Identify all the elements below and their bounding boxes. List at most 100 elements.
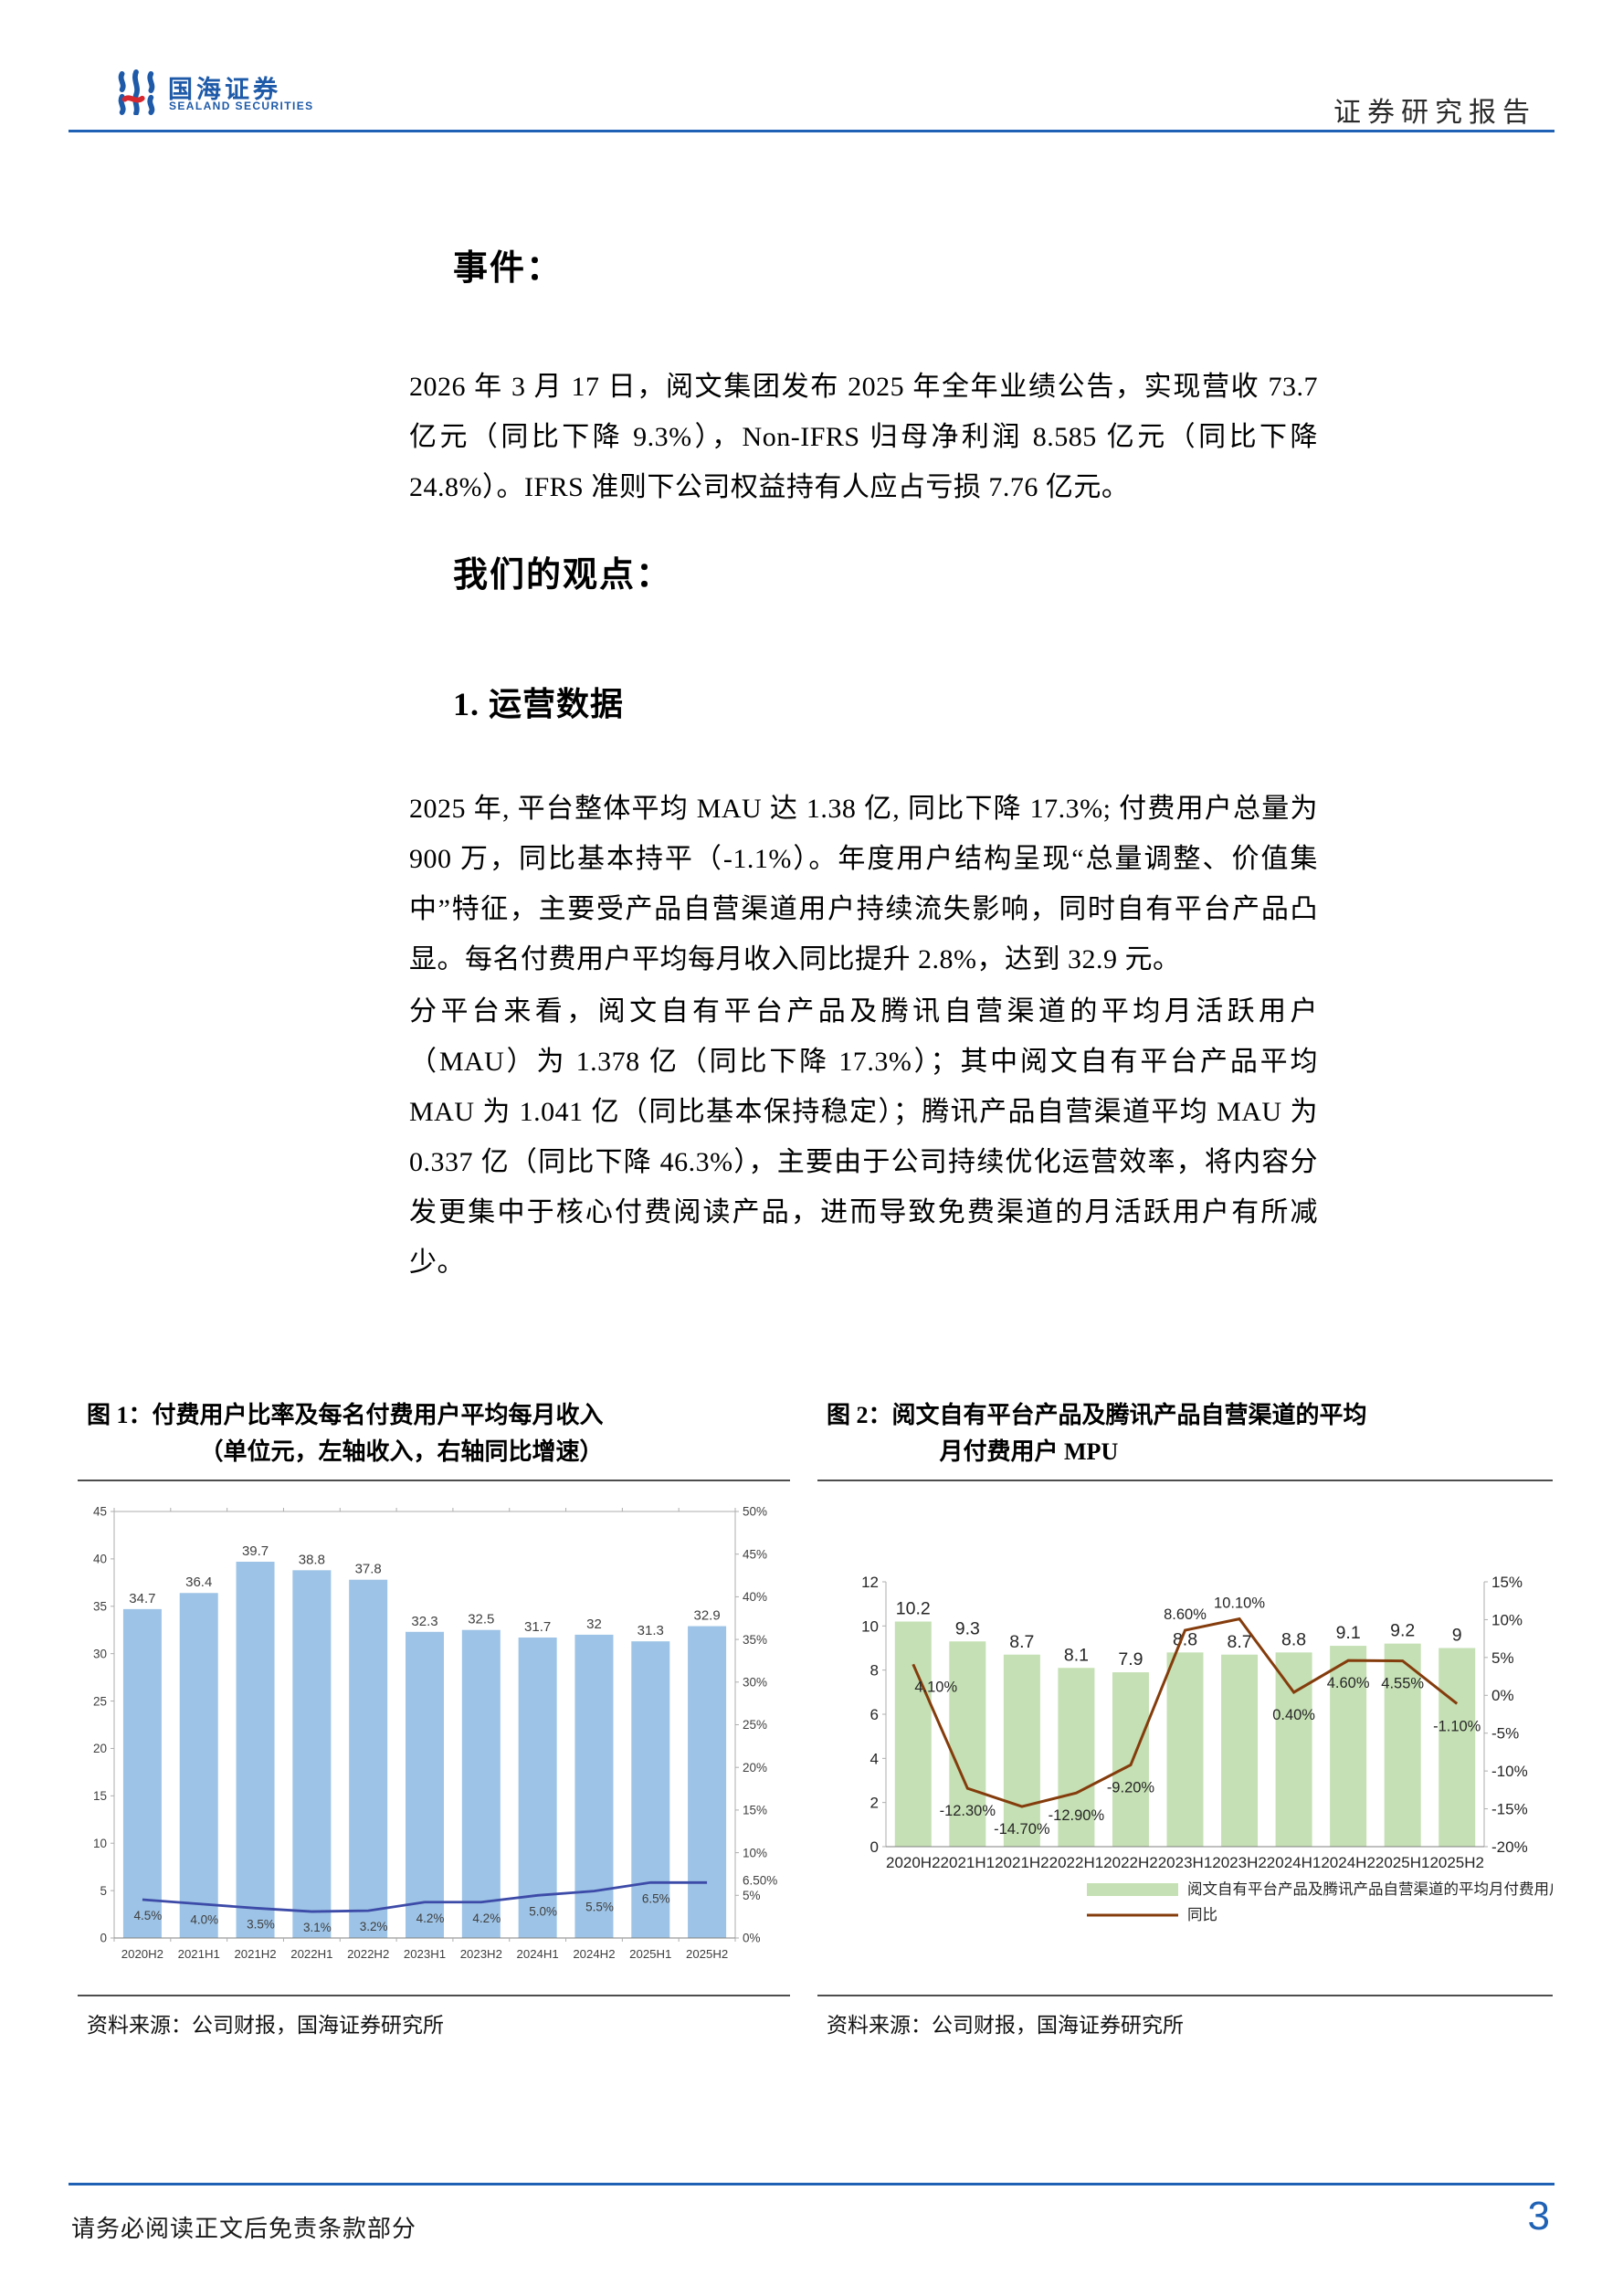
logo-company-name: 国海证券 [168, 76, 281, 103]
figure1-label: 图 1： [87, 1402, 153, 1428]
heading-event: 事件： [453, 249, 564, 288]
figure2-source: 资料来源：公司财报，国海证券研究所 [827, 2014, 1184, 2037]
svg-text:10: 10 [861, 1617, 879, 1635]
svg-text:2022H2: 2022H2 [347, 1947, 389, 1961]
svg-text:4.0%: 4.0% [190, 1913, 218, 1927]
heading-section1: 1. 运营数据 [453, 686, 625, 722]
svg-text:45%: 45% [743, 1547, 767, 1561]
svg-text:8.1: 8.1 [1064, 1645, 1089, 1665]
svg-text:0: 0 [100, 1932, 107, 1945]
svg-text:2023H2: 2023H2 [1212, 1854, 1267, 1871]
svg-text:5.5%: 5.5% [585, 1901, 614, 1914]
figure2-bottom-rule [817, 1995, 1553, 1996]
svg-text:2020H2: 2020H2 [886, 1854, 941, 1871]
svg-text:-10%: -10% [1491, 1763, 1528, 1780]
svg-text:25: 25 [93, 1694, 107, 1708]
svg-text:50%: 50% [743, 1505, 767, 1519]
svg-text:6.50%: 6.50% [743, 1873, 777, 1887]
figure2-chart: 10.29.38.78.1 7.98.8 8.7 8.8 9.1 9.2 902468101… [861, 1574, 1553, 1923]
figure1-title-text: 付费用户比率及每名付费用户平均每月收入 （单位元，左轴收入，右轴同比增速） [152, 1402, 604, 1465]
logo-red-wave [121, 95, 145, 103]
svg-text:4: 4 [870, 1750, 879, 1767]
svg-text:5.0%: 5.0% [529, 1904, 557, 1918]
svg-text:2023H1: 2023H1 [404, 1947, 446, 1961]
svg-text:9.2: 9.2 [1390, 1621, 1415, 1641]
svg-text:32.3: 32.3 [411, 1614, 437, 1629]
svg-text:31.3: 31.3 [638, 1623, 664, 1638]
svg-text:10.10%: 10.10% [1214, 1596, 1265, 1612]
heading-opinion: 我们的观点： [453, 556, 673, 595]
svg-text:同比: 同比 [1187, 1906, 1217, 1923]
figure1-chart: 34.7 36.4 39.7 38.8 37.8 32.3 32.5 31.7 32 31.3 32… [93, 1505, 777, 1961]
svg-text:6.5%: 6.5% [642, 1891, 670, 1905]
figure1-source: 资料来源：公司财报，国海证券研究所 [87, 2014, 444, 2037]
paragraph-operations-1: 2025 年, 平台整体平均 MAU 达 1.38 亿, 同比下降 17.3%;… [409, 794, 1318, 974]
svg-text:2025H2: 2025H2 [1429, 1854, 1484, 1871]
figure2-top-rule [817, 1480, 1553, 1481]
svg-text:0%: 0% [743, 1932, 761, 1945]
svg-text:2024H2: 2024H2 [1321, 1854, 1375, 1871]
svg-text:2021H2: 2021H2 [995, 1854, 1049, 1871]
svg-text:-15%: -15% [1491, 1801, 1528, 1818]
svg-text:8.7: 8.7 [1227, 1632, 1251, 1652]
svg-text:8.7: 8.7 [1009, 1632, 1034, 1652]
logo-company-name-en: SEALAND SECURITIES [169, 100, 314, 112]
svg-text:30%: 30% [743, 1676, 767, 1690]
svg-text:4.2%: 4.2% [416, 1912, 445, 1925]
svg-text:8.60%: 8.60% [1164, 1606, 1207, 1623]
svg-text:32: 32 [586, 1617, 602, 1632]
footer-divider [69, 2183, 1554, 2185]
svg-text:2024H2: 2024H2 [573, 1947, 615, 1961]
svg-text:0%: 0% [1491, 1687, 1514, 1704]
figure1-top-rule [78, 1480, 790, 1481]
svg-text:-9.20%: -9.20% [1107, 1780, 1155, 1796]
svg-text:10%: 10% [743, 1846, 767, 1859]
sealand-logo-icon [118, 69, 155, 115]
svg-text:7.9: 7.9 [1118, 1649, 1143, 1669]
figure2-title-text: 阅文自有平台产品及腾讯产品自营渠道的平均 月付费用户 MPU [891, 1402, 1367, 1465]
svg-text:10%: 10% [1491, 1611, 1523, 1628]
svg-text:4.55%: 4.55% [1381, 1676, 1424, 1692]
svg-text:4.5%: 4.5% [134, 1909, 163, 1922]
svg-text:2023H2: 2023H2 [460, 1947, 502, 1961]
svg-text:39.7: 39.7 [242, 1543, 269, 1559]
svg-text:4.2%: 4.2% [472, 1912, 501, 1925]
svg-text:8: 8 [870, 1662, 879, 1680]
svg-text:5: 5 [100, 1884, 107, 1898]
page-number: 3 [1527, 2194, 1550, 2238]
svg-text:2025H1: 2025H1 [629, 1947, 671, 1961]
svg-text:-14.70%: -14.70% [994, 1821, 1050, 1838]
svg-text:10: 10 [93, 1837, 107, 1850]
svg-text:2022H1: 2022H1 [1049, 1854, 1104, 1871]
svg-text:40%: 40% [743, 1590, 767, 1604]
svg-text:9.1: 9.1 [1336, 1623, 1361, 1643]
figure2-label: 图 2： [827, 1402, 892, 1428]
svg-text:-1.10%: -1.10% [1433, 1718, 1481, 1734]
svg-text:31.7: 31.7 [524, 1619, 551, 1635]
figure1-title: 图 1： 付费用户比率及每名付费用户平均每月收入 （单位元，左轴收入，右轴同比增… [87, 1397, 781, 1470]
svg-text:40: 40 [93, 1553, 107, 1566]
svg-text:2022H2: 2022H2 [1103, 1854, 1158, 1871]
svg-text:2021H1: 2021H1 [941, 1854, 996, 1871]
svg-text:9.3: 9.3 [955, 1618, 980, 1638]
svg-text:15: 15 [93, 1789, 107, 1803]
svg-text:38.8: 38.8 [299, 1552, 325, 1567]
svg-text:2025H1: 2025H1 [1375, 1854, 1430, 1871]
svg-text:36.4: 36.4 [185, 1575, 212, 1590]
svg-text:5%: 5% [1491, 1649, 1514, 1667]
svg-text:3.5%: 3.5% [247, 1917, 275, 1931]
svg-text:-5%: -5% [1491, 1725, 1519, 1743]
svg-text:9: 9 [1452, 1626, 1462, 1646]
svg-text:6: 6 [870, 1706, 879, 1723]
svg-text:15%: 15% [1491, 1574, 1523, 1591]
footer-disclaimer: 请务必阅读正文后免责条款部分 [71, 2216, 417, 2242]
svg-text:-20%: -20% [1491, 1838, 1528, 1856]
svg-text:2020H2: 2020H2 [121, 1947, 163, 1961]
svg-text:2023H1: 2023H1 [1158, 1854, 1213, 1871]
svg-text:20%: 20% [743, 1761, 767, 1775]
svg-text:0: 0 [870, 1838, 879, 1856]
svg-text:2021H1: 2021H1 [178, 1947, 220, 1961]
svg-text:20: 20 [93, 1742, 107, 1755]
svg-text:4.10%: 4.10% [914, 1679, 957, 1695]
svg-text:32.5: 32.5 [468, 1612, 494, 1627]
